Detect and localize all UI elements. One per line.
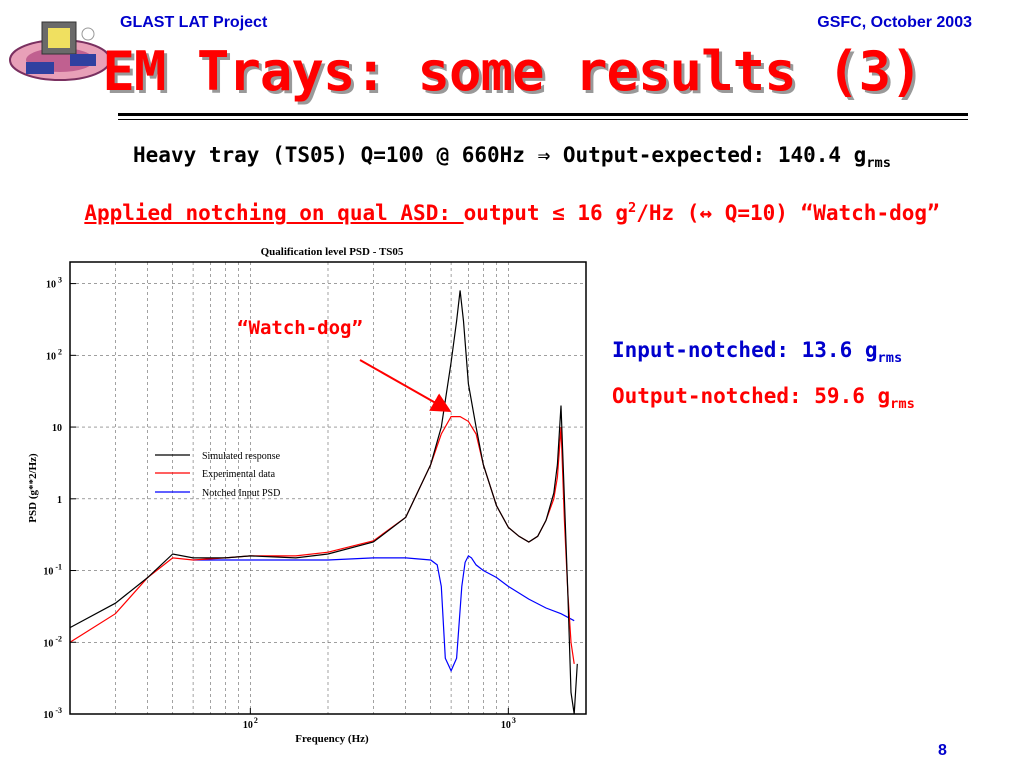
input-notched-result: Input-notched: 13.6 grms	[612, 338, 903, 367]
legend: Simulated response Experimental data Notch…	[155, 451, 281, 499]
slide-title: EM Trays: some results (3)	[102, 40, 922, 103]
notching-line: Applied notching on qual ASD: output ≤ 1…	[84, 200, 940, 225]
header-project: GLAST LAT Project	[120, 14, 268, 31]
x-axis-label: Frequency (Hz)	[295, 733, 369, 745]
watchdog-annotation: “Watch-dog”	[237, 317, 363, 339]
y-tick-label: 10	[52, 423, 62, 434]
y-tick-label: 10 2	[46, 347, 62, 362]
implies-arrow-icon: ⇒	[537, 143, 551, 167]
series-line-simulated-response	[69, 290, 578, 715]
double-arrow-icon: ↔	[699, 201, 713, 225]
x-tick-label: 103	[501, 716, 516, 731]
series-line-notched-input-psd	[193, 555, 575, 673]
header-date: GSFC, October 2003	[817, 14, 972, 31]
glast-logo	[9, 21, 111, 81]
legend-label: Simulated response	[202, 451, 281, 462]
y-tick-label: 1	[57, 495, 62, 506]
y-tick-label: 10 -1	[43, 563, 62, 578]
legend-label: Notched Input PSD	[202, 488, 280, 499]
title-rule-thin	[118, 119, 968, 120]
plot-frame	[69, 261, 587, 715]
plot-area	[70, 262, 586, 714]
y-tick-label: 10 -2	[43, 634, 62, 649]
heavy-tray-line: Heavy tray (TS05) Q=100 @ 660Hz ⇒ Output…	[133, 143, 891, 172]
title-rule	[118, 113, 968, 116]
chart-title: Qualification level PSD - TS05	[261, 246, 404, 258]
y-tick-label: 10 -3	[43, 706, 62, 721]
y-tick-label: 10 3	[46, 276, 62, 291]
x-tick-label: 102	[243, 716, 258, 731]
y-axis-label: PSD (g**2/Hz)	[27, 453, 39, 523]
watchdog-arrow	[359, 359, 452, 412]
output-notched-result: Output-notched: 59.6 grms	[612, 384, 915, 413]
page-number: 8	[938, 742, 947, 759]
legend-label: Experimental data	[202, 469, 276, 480]
